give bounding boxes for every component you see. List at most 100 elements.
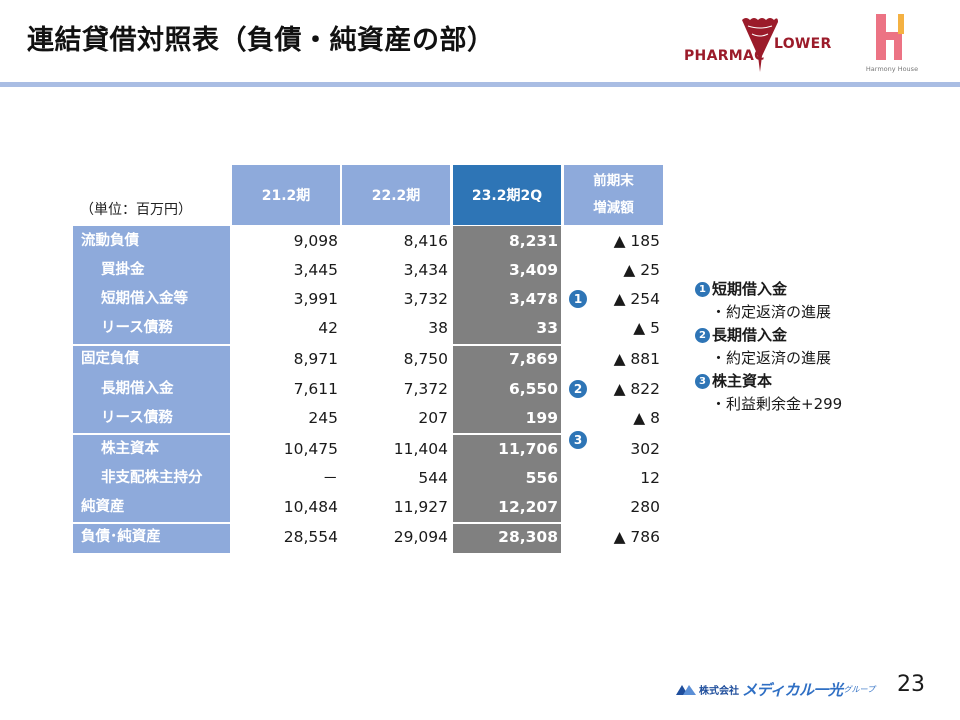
value-21-2: 10,484: [283, 498, 338, 516]
note-heading: 1 短期借入金: [695, 278, 842, 301]
table-row: 買掛金 3,445 3,434 3,409 ▲ 25: [73, 255, 663, 285]
note-marker-1-icon: 1: [569, 290, 587, 308]
note-title: 長期借入金: [712, 326, 788, 344]
row-label: 純資産: [81, 499, 125, 515]
value-22-2: 38: [428, 319, 448, 337]
company-suffix: グループ: [843, 684, 875, 694]
group-separator: [453, 344, 561, 346]
group-separator: [453, 433, 561, 435]
value-21-2: 9,098: [293, 232, 338, 250]
row-label: 負債･純資産: [81, 529, 161, 545]
flower-icon: [742, 18, 778, 72]
note-title: 短期借入金: [712, 280, 788, 298]
page-number: 23: [897, 672, 925, 697]
value-21-2: 10,475: [283, 440, 338, 458]
value-22-2: 11,927: [393, 498, 448, 516]
value-change: ▲ 185: [613, 232, 660, 250]
value-23-2-2q: 3,409: [508, 261, 558, 279]
note-heading: 3 株主資本: [695, 370, 842, 393]
value-change: ▲ 254: [613, 290, 660, 308]
row-label: 非支配株主持分: [101, 470, 203, 486]
pharmac-flower-logo: PHARMAC LOWER: [684, 16, 834, 72]
value-22-2: 8,750: [403, 350, 448, 368]
value-change: 302: [630, 440, 660, 458]
column-header-23-2-2q: 23.2期2Q: [453, 165, 561, 225]
company-name: メディカル一光: [742, 680, 843, 699]
column-header-22-2: 22.2期: [342, 165, 450, 225]
column-header-change: 前期末 増減額: [564, 165, 663, 225]
table-row: 長期借入金 7,611 7,372 6,550 2 ▲ 822: [73, 374, 663, 404]
value-22-2: 3,732: [403, 290, 448, 308]
value-21-2: －: [322, 469, 338, 487]
value-22-2: 207: [418, 409, 448, 427]
value-change: ▲ 822: [613, 380, 660, 398]
row-label: リース債務: [101, 410, 173, 426]
table-row: 非支配株主持分 － 544 556 12: [73, 463, 663, 493]
value-23-2-2q: 7,869: [508, 350, 558, 368]
value-21-2: 245: [308, 409, 338, 427]
row-label: リース債務: [101, 320, 173, 336]
value-22-2: 8,416: [403, 232, 448, 250]
value-23-2-2q: 6,550: [508, 380, 558, 398]
row-label: 買掛金: [101, 262, 145, 278]
value-22-2: 11,404: [393, 440, 448, 458]
header-divider: [0, 82, 960, 87]
row-label: 固定負債: [81, 351, 139, 367]
table-row: 固定負債 8,971 8,750 7,869 ▲ 881: [73, 344, 663, 374]
current-period-column: [453, 226, 561, 553]
note-marker-3-icon: 3: [569, 431, 587, 449]
row-label-column: [73, 226, 230, 553]
note-heading: 2 長期借入金: [695, 324, 842, 347]
value-change: ▲ 25: [623, 261, 660, 279]
note-number-1-icon: 1: [695, 282, 710, 297]
note-number-3-icon: 3: [695, 374, 710, 389]
note-number-2-icon: 2: [695, 328, 710, 343]
group-separator: [453, 522, 561, 524]
mountain-logo-icon: [676, 685, 696, 695]
value-21-2: 42: [318, 319, 338, 337]
logo-text-lower: LOWER: [774, 36, 832, 52]
value-change: ▲ 786: [613, 528, 660, 546]
company-prefix: 株式会社: [699, 685, 739, 697]
note-detail: ・約定返済の進展: [711, 349, 832, 367]
row-label: 長期借入金: [101, 381, 174, 397]
unit-label: （単位：百万円）: [80, 202, 192, 218]
footer-company-logo: 株式会社 メディカル一光 グループ: [676, 681, 875, 699]
column-header-change-line1: 前期末: [593, 173, 634, 189]
note-detail: ・利益剰余金+299: [711, 395, 843, 413]
value-change: 280: [630, 498, 660, 516]
value-23-2-2q: 3,478: [508, 290, 558, 308]
row-label: 短期借入金等: [101, 291, 188, 307]
value-21-2: 7,611: [293, 380, 338, 398]
table-row: 負債･純資産 28,554 29,094 28,308 ▲ 786: [73, 522, 663, 552]
value-23-2-2q: 12,207: [498, 498, 558, 516]
value-22-2: 29,094: [393, 528, 448, 546]
value-21-2: 3,991: [293, 290, 338, 308]
value-23-2-2q: 11,706: [498, 440, 558, 458]
row-label: 流動負債: [81, 233, 139, 249]
harmony-house-logo: Harmony House: [862, 14, 922, 74]
value-23-2-2q: 8,231: [508, 232, 558, 250]
value-23-2-2q: 199: [525, 409, 558, 427]
value-22-2: 544: [418, 469, 448, 487]
value-change: ▲ 5: [633, 319, 660, 337]
table-row: 短期借入金等 3,991 3,732 3,478 1 ▲ 254: [73, 284, 663, 314]
value-22-2: 3,434: [403, 261, 448, 279]
row-label: 株主資本: [101, 441, 159, 457]
value-21-2: 28,554: [283, 528, 338, 546]
logo-caption: Harmony House: [865, 65, 919, 73]
note-title: 株主資本: [712, 372, 773, 390]
value-22-2: 7,372: [403, 380, 448, 398]
table-row: リース債務 42 38 33 ▲ 5: [73, 313, 663, 343]
value-23-2-2q: 28,308: [498, 528, 558, 546]
harmony-h-icon: [876, 14, 904, 60]
column-header-change-line2: 増減額: [593, 200, 634, 216]
value-change: ▲ 8: [633, 409, 660, 427]
table-row: 株主資本 10,475 11,404 11,706 3 302: [73, 431, 663, 464]
group-separator: [73, 522, 230, 524]
value-21-2: 8,971: [293, 350, 338, 368]
note-marker-2-icon: 2: [569, 380, 587, 398]
value-23-2-2q: 33: [536, 319, 558, 337]
notes-panel: 1 短期借入金 ・約定返済の進展 2 長期借入金 ・約定返済の進展 3 株主資本…: [695, 278, 842, 416]
table-row: リース債務 245 207 199 ▲ 8: [73, 403, 663, 433]
